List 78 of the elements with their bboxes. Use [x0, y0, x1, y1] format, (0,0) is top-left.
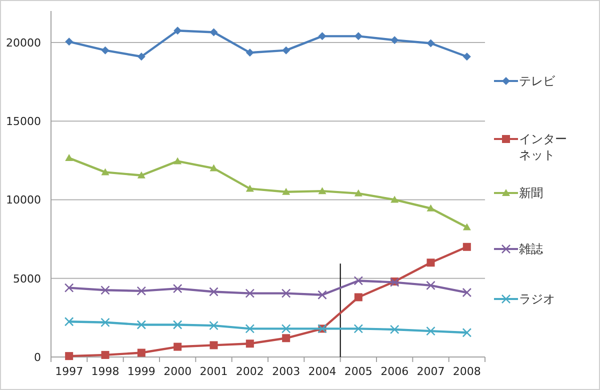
point	[426, 258, 435, 267]
point	[281, 324, 291, 334]
point	[318, 187, 326, 194]
point	[137, 348, 146, 357]
point	[101, 168, 110, 176]
point	[101, 350, 110, 359]
x-tick-label: 2008	[452, 365, 481, 378]
point	[426, 204, 435, 212]
point	[281, 288, 291, 298]
x-tick-label: 2000	[164, 365, 192, 378]
point	[64, 316, 74, 326]
point	[245, 288, 255, 298]
x-tick-label: 2006	[380, 365, 409, 378]
legend-label: テレビ	[519, 73, 556, 89]
point	[282, 188, 290, 195]
point	[65, 38, 74, 46]
point	[390, 196, 399, 203]
point	[390, 36, 399, 44]
x-tick-label: 2004	[308, 365, 336, 378]
point	[246, 184, 254, 192]
point	[426, 280, 436, 290]
point	[210, 28, 218, 36]
point	[354, 324, 364, 334]
point	[246, 340, 254, 348]
x-tick-label: 2007	[416, 365, 445, 378]
point	[64, 283, 74, 292]
point	[137, 52, 146, 61]
point	[65, 352, 74, 360]
point	[462, 242, 471, 251]
x-tick-label: 1998	[91, 365, 120, 378]
x-tick-label: 2001	[200, 365, 228, 378]
point	[101, 46, 110, 54]
point	[426, 39, 435, 48]
point	[462, 328, 472, 338]
point	[245, 324, 255, 334]
point	[354, 293, 362, 302]
y-tick-label: 5000	[13, 272, 41, 286]
x-tick-label: 2003	[272, 365, 300, 378]
point	[318, 290, 327, 300]
point	[100, 318, 110, 328]
point	[174, 26, 182, 35]
legend-label: 雑誌	[519, 241, 544, 257]
point	[426, 326, 436, 336]
point	[100, 286, 110, 295]
point	[318, 32, 326, 40]
point	[65, 154, 74, 162]
point	[282, 46, 290, 54]
point	[462, 52, 471, 61]
legend-label: ラジオ	[519, 291, 556, 307]
point	[136, 320, 146, 330]
x-tick-label: 2002	[236, 365, 264, 378]
y-tick-label: 10000	[6, 194, 41, 207]
point	[354, 189, 362, 196]
point	[137, 171, 146, 178]
legend-label: インターネット	[519, 131, 568, 163]
x-tick-label: 1997	[55, 365, 84, 378]
y-tick-label: 20000	[6, 36, 41, 50]
point	[209, 287, 218, 296]
point	[246, 48, 254, 57]
point	[354, 276, 364, 286]
x-tick-label: 1999	[127, 365, 156, 378]
point	[136, 286, 146, 296]
point	[390, 324, 400, 334]
point	[462, 288, 472, 298]
point	[354, 32, 362, 40]
point	[210, 341, 218, 350]
point	[282, 334, 290, 342]
point	[174, 157, 182, 164]
point	[174, 342, 182, 351]
point	[210, 164, 218, 172]
point	[172, 320, 182, 330]
y-tick-label: 15000	[6, 115, 41, 128]
legend-label: 新聞	[519, 185, 544, 201]
point	[209, 320, 218, 330]
point	[172, 284, 182, 294]
point	[462, 223, 471, 230]
y-tick-label: 0	[34, 351, 41, 364]
x-tick-label: 2005	[344, 365, 372, 378]
